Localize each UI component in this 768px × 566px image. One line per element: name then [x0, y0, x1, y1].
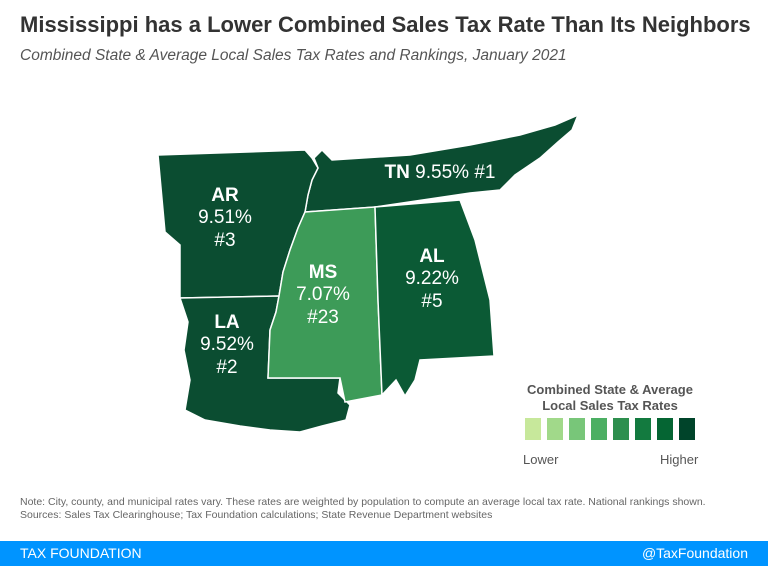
ar-rate: 9.51%: [198, 207, 252, 228]
twitter-handle[interactable]: @TaxFoundation: [641, 545, 748, 561]
legend-swatches: [525, 418, 695, 440]
state-al[interactable]: [374, 199, 495, 398]
legend-swatch-3: [569, 418, 585, 440]
legend-swatch-5: [613, 418, 629, 440]
al-rank: #5: [421, 291, 442, 312]
footer-bar: TAX FOUNDATION @TaxFoundation: [0, 541, 768, 566]
brand-logo[interactable]: TAX FOUNDATION: [20, 545, 142, 561]
la-rank: #2: [216, 357, 237, 378]
chart-title: Mississippi has a Lower Combined Sales T…: [20, 12, 751, 37]
la-rate: 9.52%: [200, 334, 254, 355]
ar-rank: #3: [214, 230, 235, 251]
notes: Note: City, county, and municipal rates …: [20, 496, 706, 522]
ms-abbr: MS: [309, 262, 338, 283]
legend-swatch-6: [635, 418, 651, 440]
legend-swatch-2: [547, 418, 563, 440]
la-abbr: LA: [214, 312, 240, 333]
chart-subtitle: Combined State & Average Local Sales Tax…: [20, 47, 567, 64]
tn-label: TN 9.55% #1: [385, 162, 496, 183]
legend-low-label: Lower: [523, 452, 559, 467]
note-text: Note: City, county, and municipal rates …: [20, 496, 706, 508]
legend-title: Combined State & Average Local Sales Tax…: [527, 382, 693, 413]
al-abbr: AL: [419, 246, 445, 267]
ms-rate: 7.07%: [296, 284, 350, 305]
ar-abbr: AR: [211, 185, 239, 206]
legend-swatch-1: [525, 418, 541, 440]
legend-swatch-7: [657, 418, 673, 440]
legend-swatch-4: [591, 418, 607, 440]
legend-swatch-8: [679, 418, 695, 440]
al-rate: 9.22%: [405, 268, 459, 289]
sources-text: Sources: Sales Tax Clearinghouse; Tax Fo…: [20, 509, 493, 521]
legend-high-label: Higher: [660, 452, 699, 467]
ms-rank: #23: [307, 307, 339, 328]
